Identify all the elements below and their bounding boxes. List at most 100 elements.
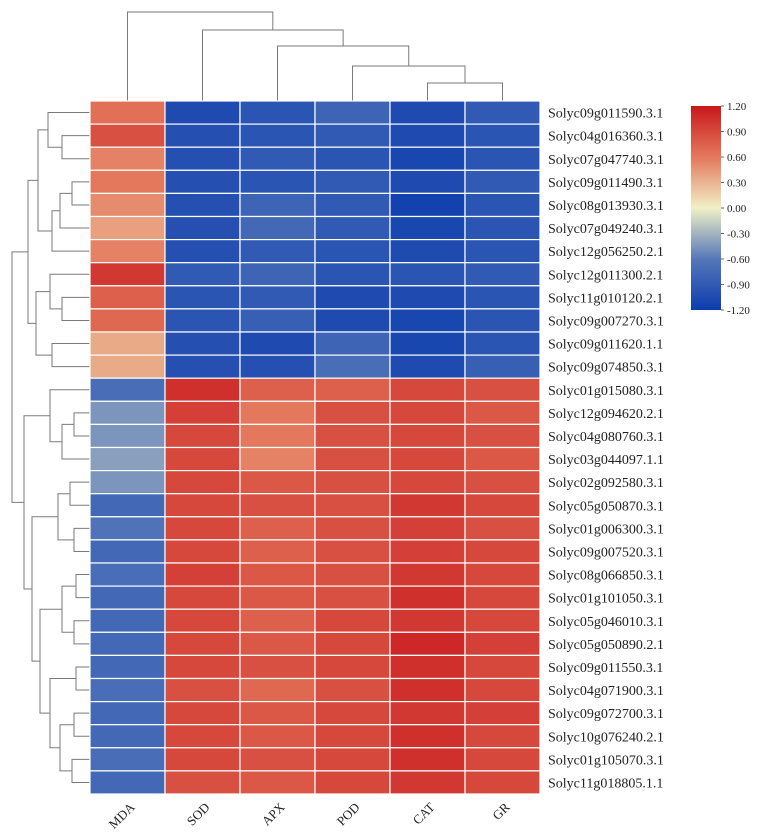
row-label: Solyc08g066850.3.1 <box>548 569 664 584</box>
dendrogram-link <box>37 129 52 232</box>
heatmap-cell <box>314 585 391 610</box>
column-labels: MDA SOD APX POD CAT GR <box>106 799 513 831</box>
heatmap-cell <box>314 400 391 425</box>
heatmap-cell <box>239 239 316 264</box>
row-label: Solyc09g007520.3.1 <box>548 545 664 560</box>
heatmap-cell <box>314 169 391 195</box>
heatmap-cell <box>239 123 316 148</box>
heatmap-cell <box>239 262 316 287</box>
heatmap-cell <box>314 747 391 772</box>
row-label: Solyc01g006300.3.1 <box>548 522 664 537</box>
dendrogram-link <box>75 666 90 691</box>
heatmap-cell <box>164 493 241 518</box>
heatmap-cell <box>464 654 541 680</box>
heatmap-cell <box>164 770 241 795</box>
heatmap-cell <box>389 724 466 749</box>
heatmap-cell <box>314 192 391 218</box>
color-legend: 1.20 0.90 0.60 0.30 0.00 -0.30 -0.60 -0.90 -1.20 <box>691 101 750 317</box>
heatmap-cell <box>314 331 391 356</box>
heatmap-cell <box>314 215 391 241</box>
heatmap-cell <box>389 631 466 656</box>
heatmap-cells <box>89 100 541 795</box>
heatmap-cell <box>164 377 241 402</box>
row-label: Solyc04g080760.3.1 <box>548 430 664 445</box>
heatmap-cell <box>89 262 166 287</box>
heatmap-cell <box>239 285 316 310</box>
row-label: Solyc12g094620.2.1 <box>548 407 664 422</box>
dendrogram-link <box>75 574 90 599</box>
heatmap-cell <box>314 239 391 264</box>
heatmap-cell <box>389 493 466 518</box>
heatmap-cell <box>464 169 541 195</box>
row-label: Solyc09g074850.3.1 <box>548 361 664 376</box>
dendrogram-link <box>49 273 90 310</box>
row-label: Solyc09g011590.3.1 <box>548 107 663 122</box>
dendrogram-link <box>73 412 90 437</box>
heatmap-cell <box>239 654 316 680</box>
heatmap-cell <box>464 262 541 287</box>
column-label: APX <box>259 799 288 828</box>
heatmap-cell <box>314 677 391 703</box>
heatmap-cell <box>164 192 241 218</box>
heatmap-cell <box>314 377 391 402</box>
heatmap-cell <box>89 400 166 425</box>
dendrogram-link <box>49 389 90 443</box>
heatmap-cell <box>314 724 391 749</box>
heatmap-cell <box>314 470 391 495</box>
heatmap-cell <box>464 539 541 564</box>
heatmap-cell <box>164 169 241 195</box>
row-label: Solyc01g105070.3.1 <box>548 753 664 768</box>
dendrogram-link <box>61 423 90 460</box>
heatmap-cell <box>239 354 316 379</box>
heatmap-cell <box>89 470 166 495</box>
heatmap-cell <box>389 700 466 726</box>
heatmap-cell <box>164 285 241 310</box>
heatmap-cell <box>389 100 466 125</box>
heatmap-cell <box>164 562 241 587</box>
dendrogram-link <box>61 296 90 321</box>
dendrogram-link <box>73 527 90 552</box>
heatmap-cell <box>164 608 241 633</box>
heatmap-cell <box>239 400 316 425</box>
heatmap-cell <box>164 331 241 356</box>
row-label: Solyc07g049240.3.1 <box>548 222 664 237</box>
heatmap-cell <box>239 423 316 449</box>
row-dendrogram <box>11 112 90 783</box>
heatmap-cell <box>89 516 166 541</box>
column-label: MDA <box>106 799 138 831</box>
heatmap-cell <box>89 724 166 749</box>
dendrogram-link <box>23 415 50 590</box>
row-label: Solyc05g050870.3.1 <box>548 499 664 514</box>
heatmap-cell <box>389 585 466 610</box>
heatmap-cell <box>164 308 241 333</box>
heatmap-cell <box>164 539 241 564</box>
heatmap-cell <box>239 770 316 795</box>
column-label: POD <box>334 800 363 829</box>
row-label: Solyc09g011490.3.1 <box>548 176 663 191</box>
heatmap-cell <box>464 446 541 472</box>
heatmap-cell <box>389 308 466 333</box>
row-label: Solyc11g018805.1.1 <box>548 776 663 791</box>
heatmap-cell <box>464 770 541 795</box>
legend-tick-label: 0.60 <box>727 152 747 164</box>
heatmap-cell <box>164 400 241 425</box>
heatmap-cell <box>314 700 391 726</box>
row-labels: Solyc09g011590.3.1 Solyc04g016360.3.1 Soly… <box>548 107 664 792</box>
heatmap-cell <box>464 100 541 125</box>
heatmap-cell <box>464 700 541 726</box>
heatmap-cell <box>389 192 466 218</box>
heatmap-cell <box>389 539 466 564</box>
heatmap-cell <box>239 308 316 333</box>
heatmap-cell <box>164 100 241 125</box>
column-label: SOD <box>184 800 213 829</box>
dendrogram-link <box>49 678 76 749</box>
heatmap-cell <box>164 724 241 749</box>
heatmap-cell <box>89 770 166 795</box>
heatmap-cell <box>464 308 541 333</box>
row-label: Solyc11g010120.2.1 <box>548 291 663 306</box>
heatmap-cell <box>389 123 466 148</box>
heatmap-cell <box>464 146 541 171</box>
heatmap-cell <box>239 377 316 402</box>
heatmap-cell <box>164 123 241 148</box>
heatmap-cell <box>164 631 241 656</box>
